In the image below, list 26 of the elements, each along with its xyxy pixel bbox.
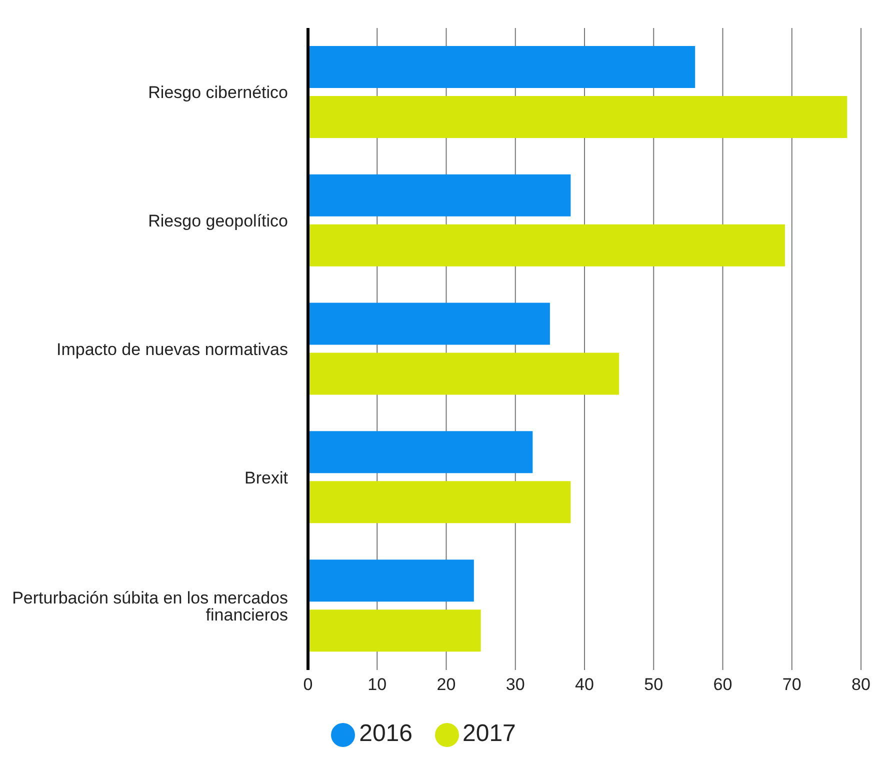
legend-label: 2017 (462, 720, 516, 747)
bar (308, 302, 550, 345)
bar (308, 610, 481, 652)
bar (308, 46, 696, 88)
bar (308, 224, 785, 266)
legend-label: 2016 (359, 720, 412, 747)
bar (308, 96, 848, 138)
y-tick-label: Riesgo geopolítico (148, 212, 288, 231)
x-tick-label: 30 (506, 675, 525, 694)
bar (308, 560, 474, 602)
y-tick-label: Impacto de nuevas normativas (56, 340, 288, 360)
y-tick-label: Riesgo cibernético (148, 83, 288, 102)
x-tick-label: 40 (575, 675, 594, 694)
x-tick-label: 60 (713, 675, 732, 694)
bar (308, 352, 620, 395)
x-tick-label: 20 (436, 675, 456, 694)
y-tick-label: Perturbación súbita en los mercados financieros (12, 588, 288, 624)
x-tick-label: 80 (852, 675, 870, 694)
bar (308, 431, 533, 474)
bar (308, 174, 571, 216)
x-tick-label: 50 (644, 675, 664, 694)
x-tick-label: 10 (368, 675, 387, 694)
y-tick-label: Brexit (244, 468, 288, 488)
x-tick-label: 70 (782, 675, 802, 694)
x-tick-label: 0 (303, 675, 313, 694)
bar (308, 481, 571, 524)
